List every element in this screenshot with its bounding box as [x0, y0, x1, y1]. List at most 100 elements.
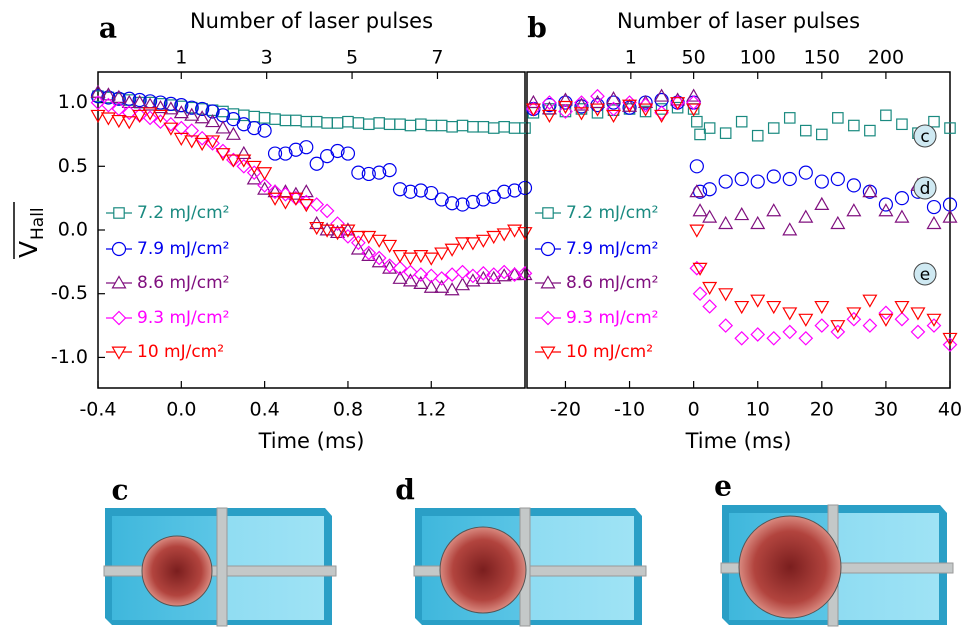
marker	[444, 243, 460, 257]
marker	[517, 227, 533, 241]
marker	[783, 112, 796, 124]
x-tick-label: 0.0	[166, 399, 196, 421]
marker	[686, 95, 701, 110]
marker	[894, 300, 910, 315]
marker	[487, 122, 500, 134]
marker	[394, 118, 406, 131]
marker	[455, 264, 470, 280]
marker	[330, 227, 346, 241]
marker	[163, 116, 179, 132]
panel-label: e	[714, 470, 732, 503]
marker	[878, 313, 894, 327]
marker	[735, 115, 748, 128]
marker	[590, 88, 605, 104]
legend-label: 8.6 mJ/cm²	[137, 273, 229, 293]
marker	[320, 148, 335, 164]
marker	[205, 135, 221, 149]
marker	[184, 135, 200, 149]
panel-label: a	[99, 12, 117, 45]
x-tick-label: 30	[874, 399, 898, 421]
marker	[309, 156, 324, 171]
marker	[896, 118, 908, 131]
marker	[454, 237, 471, 251]
x2-tick-label: 100	[740, 47, 776, 69]
marker	[184, 100, 199, 115]
marker	[403, 264, 418, 280]
marker	[557, 100, 573, 115]
marker	[330, 216, 345, 231]
marker	[90, 95, 106, 110]
marker	[498, 120, 510, 133]
marker	[880, 109, 892, 122]
marker	[257, 123, 272, 138]
bar	[216, 507, 228, 627]
marker	[734, 300, 750, 315]
marker	[402, 252, 418, 266]
marker	[413, 267, 429, 282]
legend-marker	[111, 275, 127, 289]
marker	[111, 91, 126, 106]
marker	[814, 174, 829, 189]
marker	[654, 92, 669, 108]
marker	[236, 154, 252, 168]
marker	[309, 197, 325, 212]
marker	[269, 113, 281, 125]
marker	[689, 184, 705, 198]
marker	[288, 142, 303, 157]
panel-label: b	[527, 12, 547, 45]
marker	[557, 92, 573, 106]
marker	[689, 159, 704, 174]
y-axis-label: V Hall	[13, 202, 48, 259]
marker	[848, 119, 860, 132]
marker	[319, 222, 335, 236]
marker	[361, 247, 377, 261]
marker	[910, 307, 926, 321]
marker	[101, 97, 116, 113]
marker	[878, 203, 894, 217]
marker	[331, 117, 344, 129]
marker	[298, 199, 314, 213]
illustration: c	[103, 474, 337, 627]
marker	[267, 146, 283, 161]
marker	[878, 305, 894, 321]
marker	[926, 215, 942, 230]
marker	[944, 122, 956, 134]
x2-axis-label: Number of laser pulses	[617, 9, 860, 33]
marker	[142, 110, 158, 126]
marker	[702, 281, 718, 296]
marker	[392, 250, 408, 264]
marker	[382, 258, 397, 274]
marker	[434, 247, 450, 261]
marker	[830, 171, 845, 187]
x-tick-label: -20	[550, 399, 581, 421]
marker	[816, 128, 828, 141]
marker	[413, 183, 428, 198]
marker	[330, 143, 345, 159]
marker	[910, 324, 926, 340]
marker	[692, 262, 708, 276]
marker	[267, 184, 283, 200]
marker	[373, 117, 385, 129]
marker	[575, 103, 588, 115]
marker	[413, 275, 429, 289]
marker	[340, 146, 356, 161]
marker	[718, 288, 734, 302]
x2-tick-label: 3	[261, 47, 273, 69]
x-tick-label: 20	[810, 399, 834, 421]
marker	[467, 120, 479, 133]
marker	[694, 128, 706, 141]
x2-tick-label: 200	[868, 47, 904, 69]
marker	[702, 209, 718, 223]
marker	[846, 178, 861, 193]
marker	[184, 123, 200, 138]
x-tick-label: 40	[938, 399, 962, 421]
marker	[798, 313, 814, 327]
marker	[622, 100, 637, 115]
marker	[654, 109, 670, 124]
marker	[434, 271, 450, 286]
marker	[340, 222, 356, 236]
marker	[692, 203, 708, 217]
marker	[692, 286, 708, 302]
y-label-subscript: Hall	[28, 207, 48, 240]
marker	[309, 221, 325, 236]
